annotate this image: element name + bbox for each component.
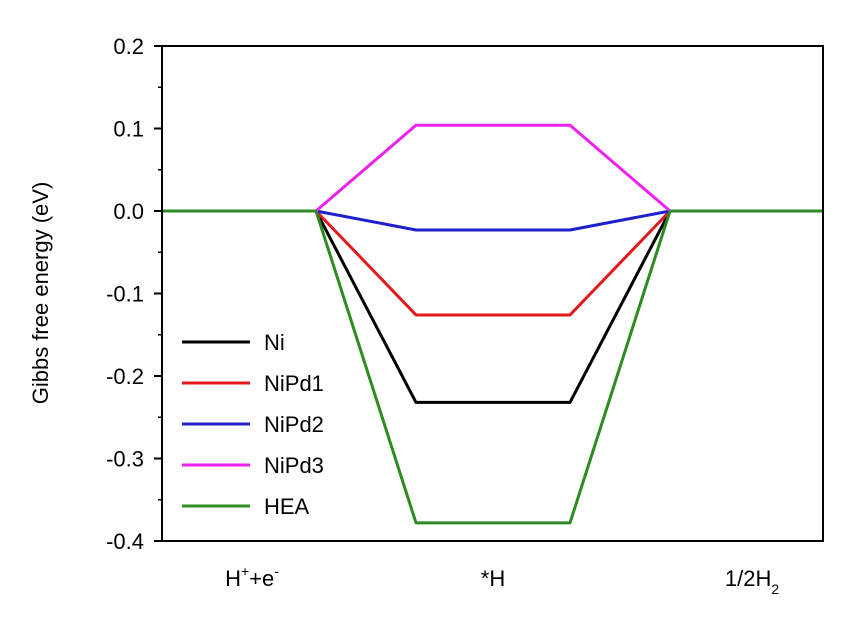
legend-label: NiPd3 [264, 453, 324, 478]
legend-label: NiPd2 [264, 412, 324, 437]
series-line-nipd1 [162, 209, 823, 317]
x-category-base: H [225, 566, 241, 591]
y-tick-label: 0.0 [113, 199, 144, 224]
y-tick-label: -0.2 [106, 364, 144, 389]
x-category-base: 1/2H [725, 566, 771, 591]
y-tick-label: -0.3 [106, 447, 144, 472]
legend: Ni NiPd1 NiPd2 NiPd3 HEA [182, 330, 324, 519]
y-tick-label: -0.4 [106, 529, 144, 554]
series-layer [162, 123, 823, 525]
series-line-nipd3 [162, 123, 823, 213]
legend-label: NiPd1 [264, 371, 324, 396]
x-category-label: *H [481, 566, 505, 591]
series-line-hea [162, 209, 823, 525]
y-axis-title: Gibbs free energy (eV) [28, 182, 53, 405]
y-axis: 0.2 0.1 0.0 -0.1 -0.2 -0.3 -0.4 [106, 34, 162, 554]
x-category-superscript: - [274, 563, 279, 579]
series-line-ni [162, 209, 823, 404]
legend-label: Ni [264, 330, 285, 355]
legend-label: HEA [264, 494, 310, 519]
x-category-label: 1/2H2 [725, 566, 779, 597]
y-tick-label: 0.1 [113, 117, 144, 142]
plot-frame [161, 45, 824, 542]
y-tick-label: -0.1 [106, 282, 144, 307]
x-category-label: H++e- [225, 563, 279, 591]
x-category-mid: +e [249, 566, 274, 591]
series-line-nipd2 [162, 209, 823, 232]
x-category-superscript: + [241, 563, 249, 579]
y-tick-label: 0.2 [113, 34, 144, 59]
x-axis-categories: H++e- *H 1/2H2 [225, 563, 779, 597]
x-category-subscript: 2 [771, 581, 779, 597]
x-category-base: *H [481, 566, 505, 591]
